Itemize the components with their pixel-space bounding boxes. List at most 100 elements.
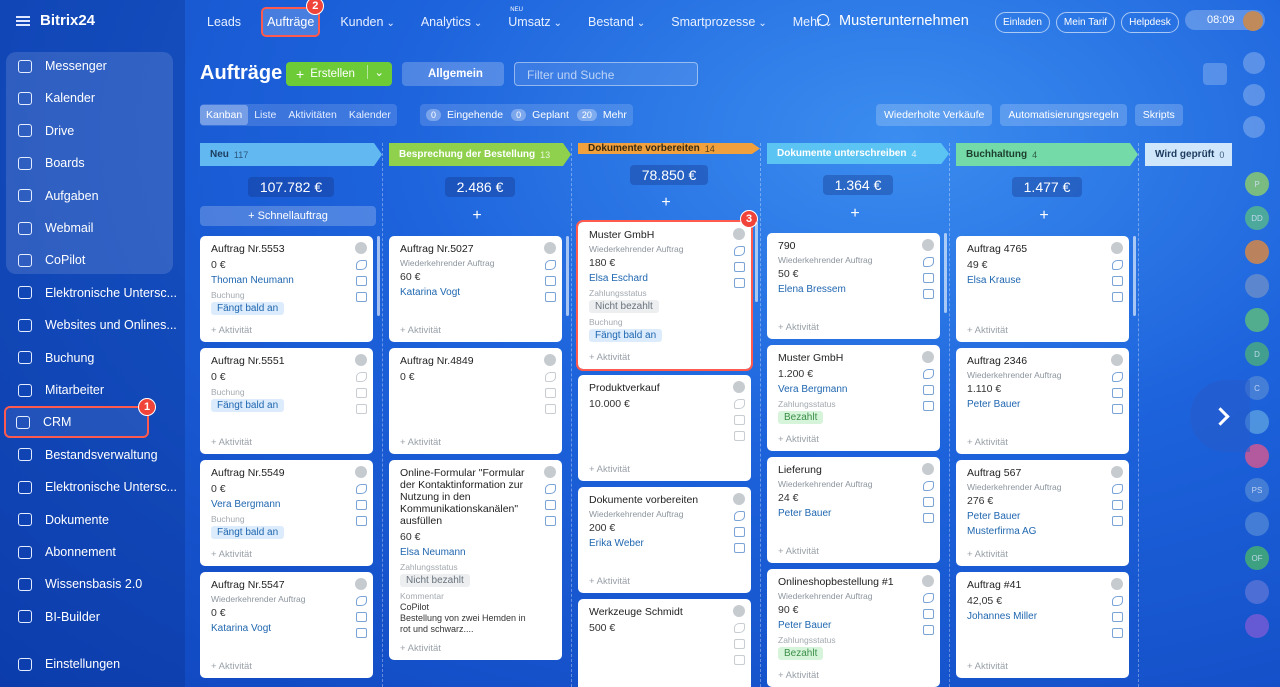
action-button[interactable]: Wiederholte Verkäufe <box>876 104 993 126</box>
card-link[interactable]: Johannes Miller <box>967 611 1038 622</box>
contact-icon[interactable] <box>922 481 934 491</box>
card-activity[interactable]: + Aktivität <box>589 680 725 687</box>
top-button[interactable]: Helpdesk <box>1121 12 1179 33</box>
card-activity[interactable]: + Aktivität <box>967 661 1008 672</box>
card-link[interactable]: Elsa Eschard <box>589 273 648 284</box>
deal-card[interactable]: Auftrag 2346 Wiederkehrender Auftrag 1.110… <box>956 348 1129 454</box>
card-activity[interactable]: + Aktivität <box>211 549 252 560</box>
contact-icon[interactable] <box>355 292 367 302</box>
deal-card[interactable]: Auftrag Nr.5547 Wiederkehrender Auftrag 0 … <box>200 572 373 678</box>
nav-item[interactable]: Umsatz NEU <box>504 7 566 35</box>
column-header[interactable]: Buchhaltung 4 <box>956 143 1138 166</box>
contact-icon[interactable] <box>733 246 745 256</box>
contact-icon[interactable] <box>922 401 934 411</box>
filter-preset[interactable]: Allgemein <box>402 62 504 86</box>
card-title[interactable]: Auftrag 4765 <box>967 243 1028 255</box>
action-button[interactable]: Automatisierungsregeln <box>1000 104 1127 126</box>
contact-icon[interactable] <box>733 262 745 272</box>
card-activity[interactable]: + Aktivität <box>400 325 441 336</box>
contact-icon[interactable] <box>1111 500 1123 510</box>
contact-icon[interactable] <box>355 372 367 382</box>
card-title[interactable]: Auftrag 2346 <box>967 355 1028 367</box>
contact-icon[interactable] <box>922 497 934 507</box>
view-tab[interactable]: Aktivitäten <box>288 109 337 121</box>
quick-add[interactable]: + <box>850 204 860 222</box>
deal-card[interactable]: Auftrag Nr.5551 0 € Buchung Fängt bald an + … <box>200 348 373 454</box>
card-activity[interactable]: + Aktivität <box>589 464 630 475</box>
contact-icon[interactable] <box>355 596 367 606</box>
sidebar-item[interactable]: Elektronische Untersc... <box>8 279 177 307</box>
card-activity[interactable]: + Aktivität <box>778 670 819 681</box>
contact-icon[interactable] <box>733 511 745 521</box>
copilot[interactable] <box>1243 84 1265 106</box>
nav-item[interactable]: Aufträge 2 <box>261 0 325 37</box>
deal-card[interactable]: Auftrag 4765 49 € Elsa Krause + Aktivität <box>956 236 1129 342</box>
sidebar-item[interactable]: Dokumente <box>8 506 172 534</box>
deal-card[interactable]: Auftrag Nr.4849 0 € + Aktivität <box>389 348 562 454</box>
top-button[interactable]: Einladen <box>995 12 1050 33</box>
contact-icon[interactable] <box>1111 612 1123 622</box>
nav-item[interactable]: Analytics <box>417 9 486 35</box>
sidebar-item[interactable]: Abonnement <box>8 538 172 566</box>
sidebar-item[interactable]: Wissensbasis 2.0 <box>8 570 172 598</box>
contact-icon[interactable] <box>733 431 745 441</box>
contact-icon[interactable] <box>355 612 367 622</box>
counter[interactable]: 20 Mehr <box>576 109 627 121</box>
contact-icon[interactable] <box>355 500 367 510</box>
contact-icon[interactable] <box>544 260 556 270</box>
card-link[interactable]: Peter Bauer <box>967 511 1021 522</box>
nav-item[interactable]: Kunden <box>336 9 399 35</box>
card-title[interactable]: Muster GmbH <box>778 352 844 364</box>
view-tab[interactable]: Kalender <box>348 109 391 121</box>
card-activity[interactable]: + Aktivität <box>211 325 252 336</box>
sidebar-item[interactable]: CoPilot <box>8 246 172 274</box>
card-link[interactable]: Erika Weber <box>589 538 644 549</box>
card-link[interactable]: Katarina Vogt <box>400 287 461 298</box>
sidebar-item[interactable]: Boards <box>8 149 172 177</box>
contact-icon[interactable] <box>922 593 934 603</box>
avatar[interactable] <box>1245 614 1269 638</box>
contact-icon[interactable] <box>1111 404 1123 414</box>
contact-icon[interactable] <box>544 500 556 510</box>
deal-card[interactable]: Auftrag Nr.5549 0 € Vera Bergmann Buchung Fä… <box>200 460 373 566</box>
contact-icon[interactable] <box>544 404 556 414</box>
contact-icon[interactable] <box>922 257 934 267</box>
card-title[interactable]: Auftrag Nr.4849 <box>400 355 474 367</box>
sidebar-item[interactable]: Websites und Onlines... <box>8 311 177 339</box>
card-title[interactable]: Auftrag 567 <box>967 467 1022 479</box>
card-link[interactable]: Thoman Neumann <box>211 275 294 286</box>
card-activity[interactable]: + Aktivität <box>589 576 630 587</box>
contact-icon[interactable] <box>1111 484 1123 494</box>
nav-item[interactable]: Leads <box>203 9 245 35</box>
card-link[interactable]: Peter Bauer <box>778 508 832 519</box>
card-link[interactable]: Musterfirma AG <box>967 526 1037 537</box>
card-link[interactable]: Vera Bergmann <box>778 384 848 395</box>
contact-icon[interactable] <box>1111 516 1123 526</box>
create-button[interactable]: Erstellen <box>286 62 392 86</box>
counter[interactable]: 0 Geplant <box>511 109 569 121</box>
action-button[interactable]: Skripts <box>1134 104 1183 126</box>
deal-card[interactable]: Werkzeuge Schmidt 500 € + Aktivität <box>578 599 751 687</box>
settings-button[interactable] <box>1203 63 1227 85</box>
deal-card[interactable]: Auftrag 567 Wiederkehrender Auftrag 276 € P… <box>956 460 1129 566</box>
search-chat[interactable] <box>1243 116 1265 138</box>
card-link[interactable]: Elsa Krause <box>967 275 1021 286</box>
contact-icon[interactable] <box>733 278 745 288</box>
card-title[interactable]: Auftrag Nr.5553 <box>211 243 285 255</box>
card-activity[interactable]: + Aktivität <box>967 325 1008 336</box>
sidebar-item[interactable]: Webmail <box>8 214 172 242</box>
card-activity[interactable]: + Aktivität <box>778 434 819 445</box>
sidebar-item[interactable]: Kalender <box>8 84 172 112</box>
contact-icon[interactable] <box>355 628 367 638</box>
sidebar-item[interactable]: Mitarbeiter <box>8 376 172 404</box>
view-tab[interactable]: Kanban <box>200 105 249 125</box>
card-link[interactable]: Elsa Neumann <box>400 547 466 558</box>
sidebar-item[interactable]: Einstellungen <box>8 650 172 678</box>
quick-add[interactable]: + <box>1039 207 1049 224</box>
card-title[interactable]: Auftrag Nr.5549 <box>211 467 285 479</box>
card-activity[interactable]: + Aktivität <box>967 549 1008 560</box>
deal-card[interactable]: 790 Wiederkehrender Auftrag 50 € Elena Bres… <box>767 233 940 339</box>
view-tab[interactable]: Liste <box>254 109 277 121</box>
contact-icon[interactable] <box>355 260 367 270</box>
notifications[interactable] <box>1243 52 1265 74</box>
